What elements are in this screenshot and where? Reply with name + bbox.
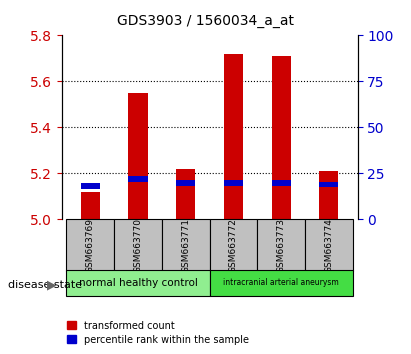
FancyBboxPatch shape	[67, 219, 114, 271]
Text: GSM663772: GSM663772	[229, 218, 238, 273]
Text: intracranial arterial aneurysm: intracranial arterial aneurysm	[223, 278, 339, 287]
Bar	[224, 180, 243, 185]
Text: GSM663769: GSM663769	[86, 218, 95, 273]
Bar	[176, 169, 195, 219]
Bar	[272, 56, 291, 219]
Bar	[319, 182, 339, 187]
Text: normal healthy control: normal healthy control	[79, 278, 197, 288]
FancyBboxPatch shape	[210, 270, 353, 296]
Legend: transformed count, percentile rank within the sample: transformed count, percentile rank withi…	[67, 321, 249, 345]
Text: disease state: disease state	[8, 280, 82, 290]
FancyBboxPatch shape	[114, 219, 162, 271]
Text: GSM663771: GSM663771	[181, 218, 190, 273]
Bar	[224, 54, 243, 219]
FancyBboxPatch shape	[305, 219, 353, 271]
FancyBboxPatch shape	[210, 219, 257, 271]
Bar	[129, 176, 148, 182]
FancyBboxPatch shape	[162, 219, 210, 271]
Bar	[81, 192, 100, 219]
Bar	[81, 183, 100, 189]
Bar	[176, 180, 195, 185]
FancyBboxPatch shape	[67, 270, 210, 296]
FancyBboxPatch shape	[257, 219, 305, 271]
Text: GSM663774: GSM663774	[324, 218, 333, 273]
Text: GSM663770: GSM663770	[134, 218, 143, 273]
Text: ▶: ▶	[47, 278, 57, 291]
Bar	[129, 93, 148, 219]
Bar	[272, 180, 291, 185]
Bar	[319, 171, 339, 219]
Text: GDS3903 / 1560034_a_at: GDS3903 / 1560034_a_at	[117, 14, 294, 28]
Text: GSM663773: GSM663773	[277, 218, 286, 273]
